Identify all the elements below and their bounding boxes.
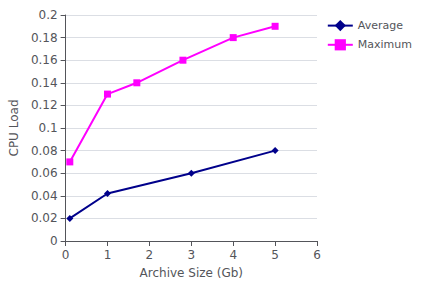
svg-text:4: 4	[229, 248, 237, 262]
svg-text:5: 5	[271, 248, 279, 262]
svg-text:0.18: 0.18	[31, 31, 58, 45]
svg-text:1: 1	[104, 248, 112, 262]
svg-text:CPU Load: CPU Load	[7, 100, 21, 157]
svg-text:6: 6	[313, 248, 321, 262]
svg-text:0.14: 0.14	[31, 76, 58, 90]
svg-text:0: 0	[62, 248, 70, 262]
svg-text:0.16: 0.16	[31, 53, 58, 67]
svg-text:0.2: 0.2	[39, 8, 58, 22]
svg-text:0.06: 0.06	[31, 166, 58, 180]
svg-text:Average: Average	[358, 19, 403, 32]
svg-text:0.1: 0.1	[39, 121, 58, 135]
svg-text:2: 2	[146, 248, 154, 262]
svg-text:Maximum: Maximum	[358, 38, 412, 51]
svg-text:0.04: 0.04	[31, 189, 58, 203]
svg-text:0.12: 0.12	[31, 98, 58, 112]
svg-text:0.08: 0.08	[31, 144, 58, 158]
svg-text:0.02: 0.02	[31, 211, 58, 225]
svg-text:Archive Size (Gb): Archive Size (Gb)	[140, 266, 243, 280]
svg-text:3: 3	[187, 248, 195, 262]
svg-text:0: 0	[50, 234, 58, 248]
